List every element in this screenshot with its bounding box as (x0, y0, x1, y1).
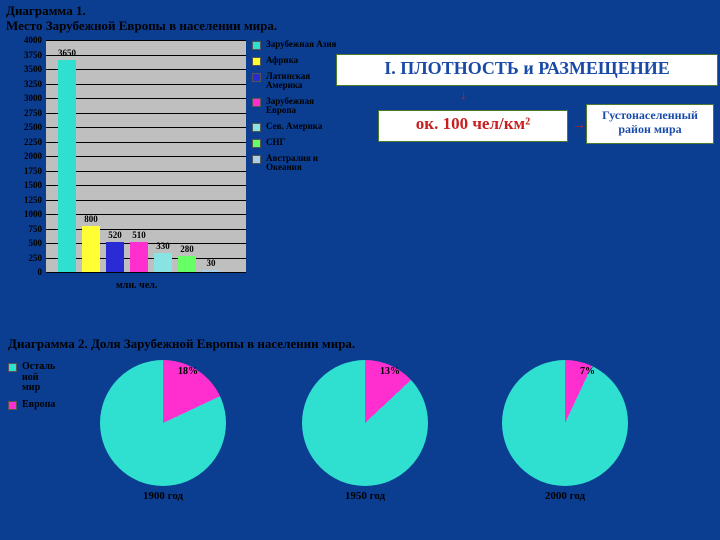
gridline (46, 272, 246, 273)
bar-legend: Зарубежная Азия Африка Латинская Америка За… (252, 40, 340, 179)
bar (106, 242, 124, 272)
legend-label: Африка (266, 56, 298, 65)
legend-item: Зарубежная Европа (252, 97, 340, 116)
y-tick-label: 2250 (8, 137, 42, 147)
y-tick-label: 3500 (8, 64, 42, 74)
gridline (46, 171, 246, 172)
legend-label: Сев. Америка (266, 122, 322, 131)
bar (58, 60, 76, 272)
y-tick-label: 750 (8, 224, 42, 234)
x-axis-label: млн. чел. (116, 280, 157, 291)
legend-swatch (8, 401, 17, 410)
y-tick-label: 1750 (8, 166, 42, 176)
legend-label: Латинская Америка (266, 72, 340, 91)
bar-value-label: 30 (196, 258, 226, 268)
legend-item: Австралия и Океания (252, 154, 340, 173)
pie: 7% (502, 360, 628, 486)
legend-label: СНГ (266, 138, 285, 147)
gridline (46, 84, 246, 85)
y-tick-label: 0 (8, 267, 42, 277)
y-tick-label: 250 (8, 253, 42, 263)
pie-pct-label: 13% (380, 366, 400, 377)
pie: 13% (302, 360, 428, 486)
pie-legend-item: Европа (8, 400, 78, 411)
bar (178, 256, 196, 272)
title-line2: Место Зарубежной Европы в населении мира… (6, 19, 277, 34)
y-tick-label: 1000 (8, 209, 42, 219)
y-tick-label: 500 (8, 238, 42, 248)
legend-swatch (252, 139, 261, 148)
bar (130, 242, 148, 272)
density-box: ок. 100 чел/км² (378, 110, 568, 142)
pie-year-label: 1900 год (88, 490, 238, 502)
legend-label: Остальноймир (22, 362, 55, 394)
arrow-down-icon: ↓ (460, 88, 467, 104)
legend-label: Зарубежная Азия (266, 40, 336, 49)
title-line1: Диаграмма 1. (6, 4, 277, 19)
region-line2: район мира (587, 123, 713, 137)
gridline (46, 229, 246, 230)
legend-swatch (252, 41, 261, 50)
legend-swatch (252, 123, 261, 132)
legend-swatch (252, 73, 261, 82)
legend-item: Латинская Америка (252, 72, 340, 91)
legend-item: СНГ (252, 138, 340, 148)
gridline (46, 98, 246, 99)
bar-value-label: 280 (172, 244, 202, 254)
y-tick-label: 2000 (8, 151, 42, 161)
pie-pct-label: 18% (178, 366, 198, 377)
legend-swatch (8, 363, 17, 372)
gridline (46, 69, 246, 70)
legend-label: Зарубежная Европа (266, 97, 340, 116)
y-tick-label: 2750 (8, 108, 42, 118)
legend-swatch (252, 155, 261, 164)
y-tick-label: 4000 (8, 35, 42, 45)
bar (154, 253, 172, 272)
region-line1: Густонаселенный (587, 109, 713, 123)
y-tick-label: 3000 (8, 93, 42, 103)
pie-year-label: 1950 год (290, 490, 440, 502)
gridline (46, 40, 246, 41)
region-box: Густонаселенный район мира (586, 104, 714, 144)
legend-swatch (252, 57, 261, 66)
pie-chart: 18% 1900 год (88, 360, 238, 510)
section-heading-box: I. ПЛОТНОСТЬ и РАЗМЕЩЕНИЕ (336, 54, 718, 86)
bar-value-label: 510 (124, 230, 154, 240)
bar-value-label: 3650 (52, 48, 82, 58)
gridline (46, 156, 246, 157)
legend-item: Африка (252, 56, 340, 66)
y-tick-label: 3750 (8, 50, 42, 60)
gridline (46, 185, 246, 186)
arrow-right-icon: → (572, 118, 586, 134)
pie-chart: 7% 2000 год (490, 360, 640, 510)
pie-pct-label: 7% (580, 366, 595, 377)
pie: 18% (100, 360, 226, 486)
gridline (46, 200, 246, 201)
gridline (46, 113, 246, 114)
gridline (46, 127, 246, 128)
bar (202, 270, 220, 272)
density-text: ок. 100 чел/км² (416, 114, 530, 133)
pie-year-label: 2000 год (490, 490, 640, 502)
bar-chart: 365080052051033028030 025050075010001250… (8, 40, 318, 300)
legend-label: Европа (22, 400, 55, 411)
bar-plot-area: 365080052051033028030 (46, 40, 246, 272)
bar-value-label: 800 (76, 214, 106, 224)
y-tick-label: 1500 (8, 180, 42, 190)
section-heading-text: I. ПЛОТНОСТЬ и РАЗМЕЩЕНИЕ (384, 58, 669, 78)
legend-label: Австралия и Океания (266, 154, 340, 173)
legend-item: Зарубежная Азия (252, 40, 340, 50)
legend-item: Сев. Америка (252, 122, 340, 132)
pie-chart: 13% 1950 год (290, 360, 440, 510)
diagram1-title: Диаграмма 1. Место Зарубежной Европы в н… (6, 4, 277, 34)
y-tick-label: 1250 (8, 195, 42, 205)
diagram2-title: Диаграмма 2. Доля Зарубежной Европы в на… (8, 336, 355, 352)
y-tick-label: 2500 (8, 122, 42, 132)
pie-legend: Остальноймир Европа (8, 362, 78, 416)
y-tick-label: 3250 (8, 79, 42, 89)
legend-swatch (252, 98, 261, 107)
bar (82, 226, 100, 272)
gridline (46, 142, 246, 143)
pie-legend-item: Остальноймир (8, 362, 78, 394)
